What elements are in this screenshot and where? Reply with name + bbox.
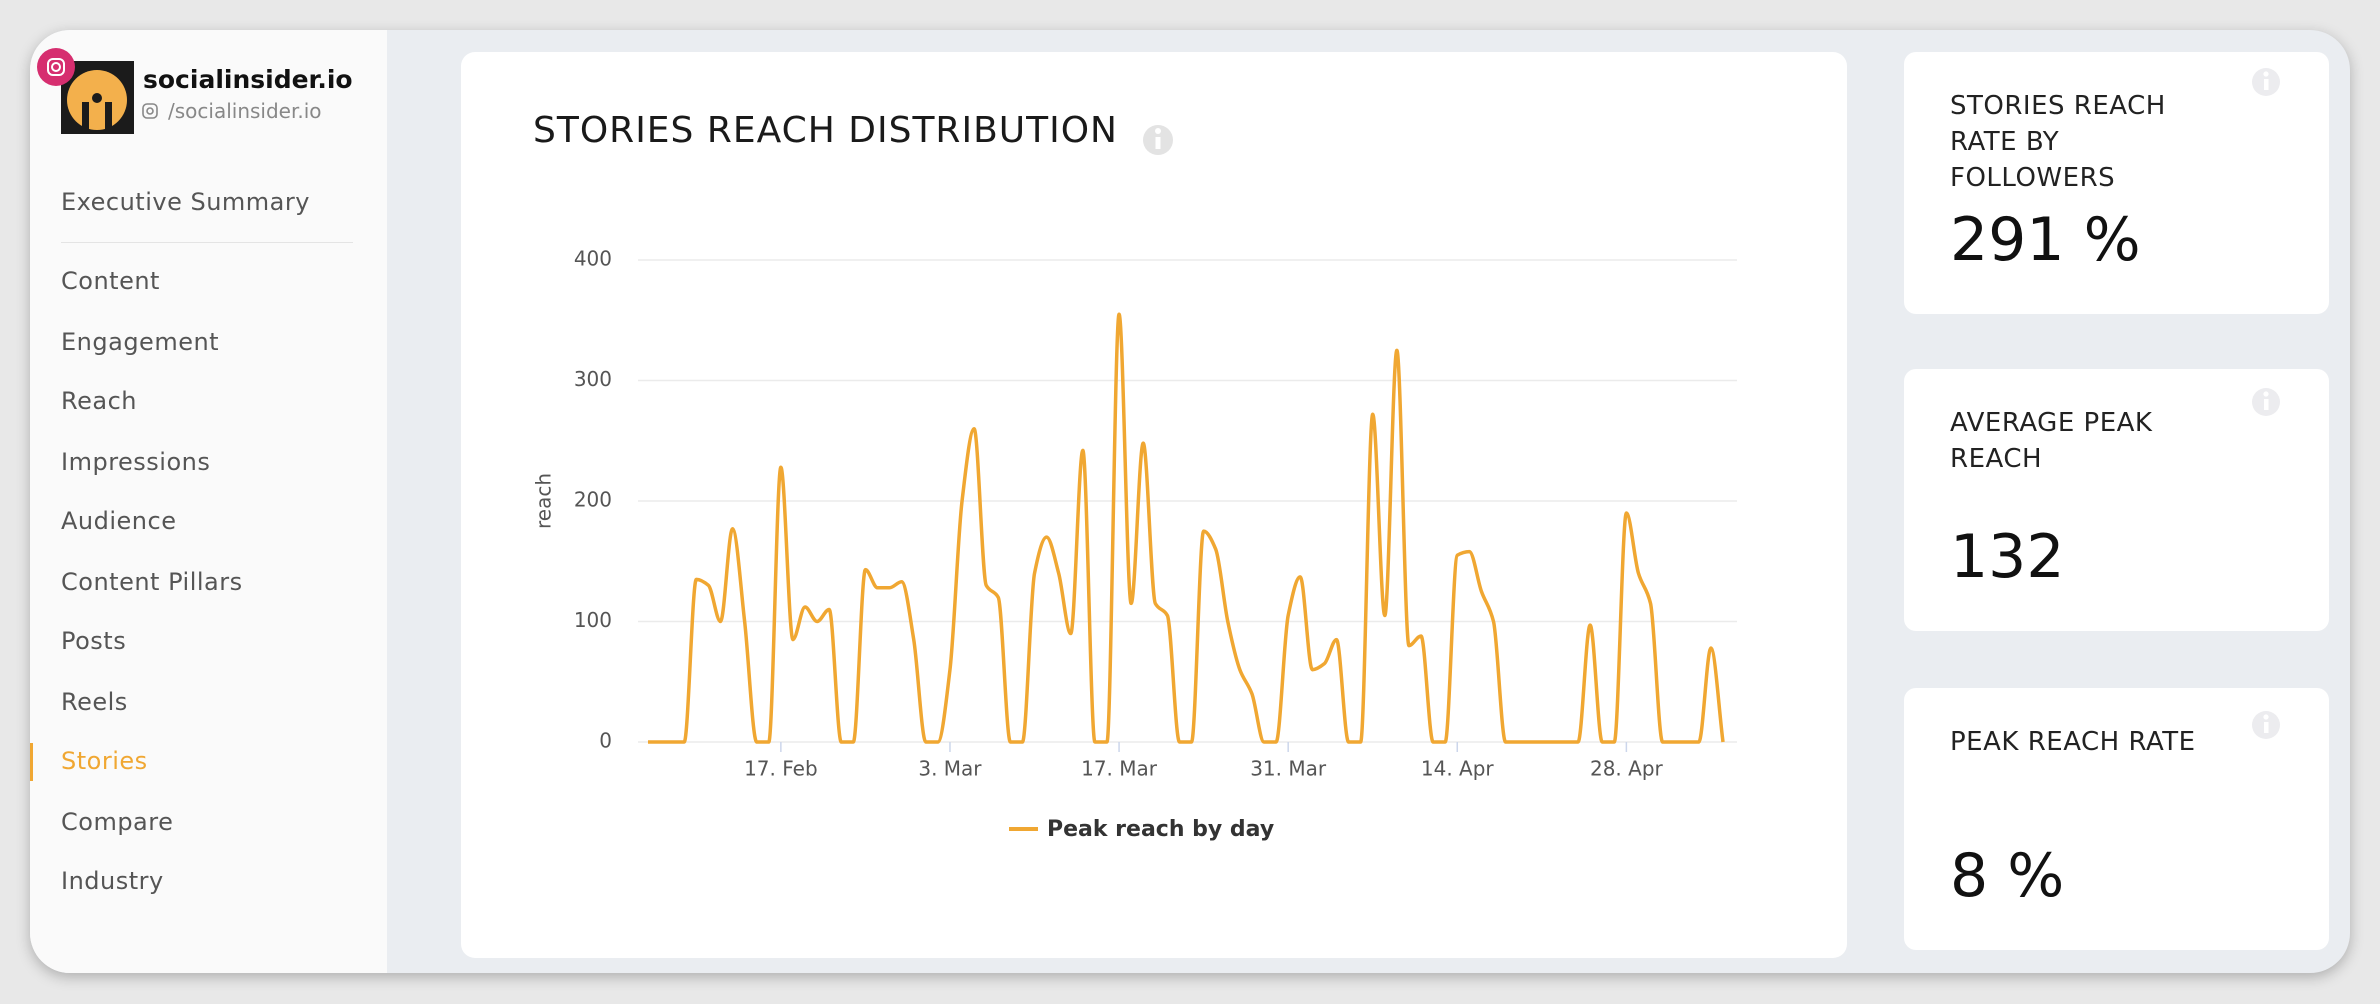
data-line: [647, 312, 1725, 744]
metric-card: STORIES REACH RATE BY FOLLOWERS 291 %: [1904, 52, 2329, 314]
instagram-small-icon: [146, 107, 154, 115]
y-tick-label: 300: [574, 367, 612, 391]
instagram-icon: [51, 62, 61, 72]
instagram-icon: [47, 58, 65, 76]
nav-item[interactable]: Stories: [61, 747, 148, 775]
x-tick-label: 31. Mar: [1250, 757, 1327, 781]
app-frame: socialinsider.io /socialinsider.io Execu…: [30, 30, 2350, 973]
y-tick-label: 100: [574, 608, 612, 632]
nav-item[interactable]: Engagement: [61, 328, 220, 356]
nav-item[interactable]: Content: [61, 267, 160, 295]
nav-item[interactable]: Audience: [61, 507, 177, 535]
card-bg: [461, 52, 1847, 958]
account-name: socialinsider.io: [143, 65, 353, 94]
avatar-logo: [82, 102, 89, 134]
x-tick-label: 17. Mar: [1081, 757, 1158, 781]
account-handle: /socialinsider.io: [168, 99, 322, 123]
nav-item[interactable]: Impressions: [61, 448, 211, 476]
chart-title: STORIES REACH DISTRIBUTION: [533, 110, 1118, 151]
chart-card: STORIES REACH DISTRIBUTION reach 0 100 200…: [461, 52, 1847, 958]
y-axis-label: reach: [532, 473, 556, 529]
active-indicator: [30, 743, 33, 781]
nav-item[interactable]: Content Pillars: [61, 568, 243, 596]
instagram-small-icon: [142, 103, 158, 119]
card-value: 8 %: [1950, 841, 2065, 911]
metric-card: AVERAGE PEAK REACH 132: [1904, 369, 2329, 631]
card-title: STORIES REACH RATE BY FOLLOWERS: [1950, 91, 2166, 193]
x-tick-label: 3. Mar: [918, 757, 982, 781]
card-value: 291 %: [1950, 205, 2141, 275]
x-tick-label: 28. Apr: [1590, 757, 1664, 781]
x-tick-label: 17. Feb: [744, 757, 818, 781]
nav-item[interactable]: Industry: [61, 867, 164, 895]
legend-label: Peak reach by day: [1047, 817, 1274, 842]
info-icon: [1143, 125, 1173, 155]
nav-item[interactable]: Reach: [61, 387, 137, 415]
sidebar: socialinsider.io /socialinsider.io Execu…: [30, 30, 387, 973]
y-tick-label: 400: [574, 247, 612, 271]
card-value: 132: [1950, 522, 2065, 592]
profile-header: socialinsider.io /socialinsider.io: [37, 48, 353, 134]
nav-item[interactable]: Compare: [61, 808, 174, 836]
y-tick-label: 0: [599, 729, 612, 753]
y-tick-label: 200: [574, 488, 612, 512]
avatar-logo: [105, 102, 112, 134]
nav-item[interactable]: Executive Summary: [61, 188, 310, 216]
card-title: PEAK REACH RATE: [1950, 727, 2196, 757]
instagram-badge: [37, 48, 75, 86]
nav-item[interactable]: Reels: [61, 688, 128, 716]
x-tick-label: 14. Apr: [1421, 757, 1495, 781]
avatar-logo: [92, 93, 102, 103]
divider: [61, 242, 353, 243]
nav-item[interactable]: Posts: [61, 627, 127, 655]
card-title: AVERAGE PEAK REACH: [1950, 408, 2153, 474]
metric-card: PEAK REACH RATE 8 %: [1904, 688, 2329, 950]
